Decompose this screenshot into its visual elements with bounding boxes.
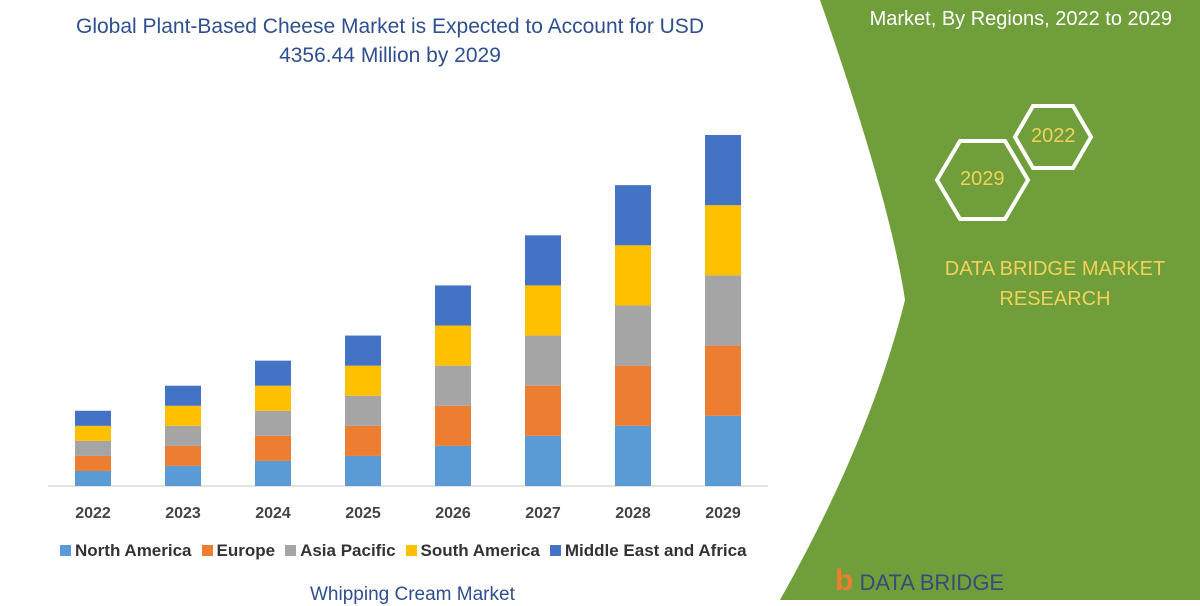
bar-2024-north-america	[255, 460, 291, 486]
x-tick-label: 2022	[75, 505, 111, 522]
bar-2024-asia-pacific	[255, 410, 291, 436]
bar-2022-middle-east-and-africa	[75, 410, 111, 426]
brand-name: DATA BRIDGE MARKET RESEARCH	[944, 258, 1166, 310]
legend-item: South America	[405, 541, 540, 561]
x-tick-label: 2028	[615, 505, 651, 522]
x-tick-label: 2023	[165, 505, 201, 522]
legend-item: Europe	[201, 541, 276, 561]
bar-2027-europe	[525, 385, 561, 436]
legend-item: North America	[60, 541, 192, 561]
legend: North America Europe Asia Pacific South Ame…	[60, 541, 747, 561]
logo-b-icon: b	[835, 564, 854, 597]
bar-2022-north-america	[75, 470, 111, 486]
bar-2023-north-america	[165, 465, 201, 486]
legend-swatch	[405, 545, 417, 556]
hex-2022	[1012, 104, 1094, 170]
bar-2028-middle-east-and-africa	[615, 185, 651, 246]
bar-2027-middle-east-and-africa	[525, 235, 561, 286]
bar-2023-europe	[165, 445, 201, 466]
chart-title: Global Plant-Based Cheese Market is Expe…	[76, 15, 704, 67]
bar-2022-asia-pacific	[75, 440, 111, 456]
legend-label: South America	[420, 541, 540, 560]
bar-2023-asia-pacific	[165, 425, 201, 446]
legend-label: Asia Pacific	[300, 541, 396, 560]
x-tick-label: 2029	[705, 505, 741, 522]
legend-item: Middle East and Africa	[549, 541, 747, 561]
bar-2025-middle-east-and-africa	[345, 335, 381, 366]
hex-label-2022: 2022	[1031, 125, 1076, 147]
bar-2029-asia-pacific	[705, 275, 741, 346]
x-tick-label: 2024	[255, 505, 291, 522]
bar-2029-south-america	[705, 205, 741, 276]
hex-label-2029: 2029	[960, 168, 1005, 190]
bar-2026-europe	[435, 405, 471, 446]
legend-swatch	[60, 545, 71, 556]
legend-label: North America	[75, 541, 192, 560]
bar-2029-middle-east-and-africa	[705, 135, 741, 206]
bar-2026-north-america	[435, 445, 471, 486]
stacked-bar-chart: 2022 2023 2024 2025 2026 2027 2028 2029	[48, 135, 768, 522]
data-bridge-logo: b DATA BRIDGE	[835, 564, 1005, 597]
x-tick-label: 2027	[525, 505, 561, 522]
bar-2026-asia-pacific	[435, 365, 471, 406]
bar-2024-europe	[255, 435, 291, 461]
bar-2023-middle-east-and-africa	[165, 385, 201, 406]
legend-swatch	[201, 545, 213, 556]
bar-2029-europe	[705, 345, 741, 416]
bar-2028-europe	[615, 365, 651, 426]
bar-2024-south-america	[255, 385, 291, 411]
hex-2029	[934, 139, 1031, 221]
legend-swatch	[285, 545, 297, 556]
bar-2025-asia-pacific	[345, 395, 381, 426]
x-tick-label: 2026	[435, 505, 471, 522]
bar-2027-asia-pacific	[525, 335, 561, 386]
bar-2023-south-america	[165, 405, 201, 426]
bar-2026-south-america	[435, 325, 471, 366]
bar-2026-middle-east-and-africa	[435, 285, 471, 326]
legend-label: Middle East and Africa	[564, 541, 747, 560]
bar-2025-north-america	[345, 455, 381, 486]
legend-label: Europe	[216, 541, 276, 560]
bar-2028-south-america	[615, 245, 651, 306]
legend-item: Asia Pacific	[285, 541, 396, 561]
bar-2029-north-america	[705, 415, 741, 486]
bar-2024-middle-east-and-africa	[255, 360, 291, 386]
bar-2022-europe	[75, 455, 111, 471]
bottom-subtitle: Whipping Cream Market	[310, 584, 515, 605]
bar-2025-south-america	[345, 365, 381, 396]
bar-2028-asia-pacific	[615, 305, 651, 366]
bar-2027-north-america	[525, 435, 561, 486]
bar-2027-south-america	[525, 285, 561, 336]
legend-swatch	[549, 545, 561, 556]
bar-2028-north-america	[615, 425, 651, 486]
bar-2025-europe	[345, 425, 381, 456]
bar-2022-south-america	[75, 425, 111, 441]
side-panel-title: Market, By Regions, 2022 to 2029	[869, 8, 1172, 30]
x-tick-label: 2025	[345, 505, 381, 522]
